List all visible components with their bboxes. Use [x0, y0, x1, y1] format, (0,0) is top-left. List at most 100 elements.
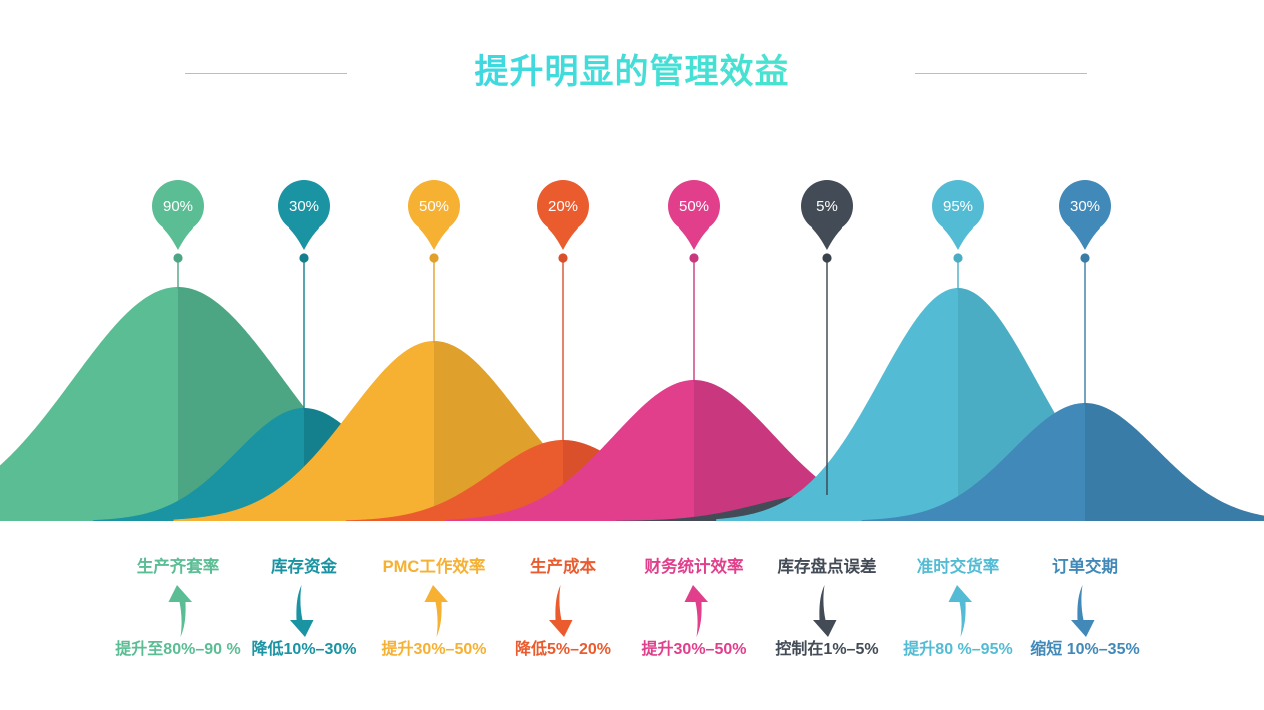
pin-dot: [1080, 253, 1090, 263]
curve-right-5: [827, 493, 1038, 521]
pin-dot: [689, 253, 699, 263]
legend-title: 订单交期: [1052, 558, 1118, 576]
pin-balloon: [801, 180, 853, 250]
curve-left-5: [616, 493, 827, 521]
pin-dot: [299, 253, 309, 263]
legend-arrow-wrap: [747, 582, 907, 640]
arrow-shape: [290, 585, 314, 637]
pin-balloon: [668, 180, 720, 250]
arrow-up-curved-icon: [684, 585, 708, 637]
page-title: 提升明显的管理效益: [0, 44, 1264, 93]
legend-detail: 提升30%–50%: [381, 641, 487, 658]
arrow-up-curved-icon: [948, 585, 972, 637]
curve-right-6: [958, 288, 1200, 521]
pin-value-label: 95%: [943, 198, 973, 215]
arrow-shape: [813, 585, 837, 637]
legend-arrow-wrap: [483, 582, 643, 640]
arrow-shape: [549, 585, 573, 637]
legend-item-5[interactable]: 库存盘点误差 控制在1%–5%: [747, 556, 907, 660]
legend-item-4[interactable]: 财务统计效率 提升30%–50%: [614, 556, 774, 660]
legend-arrow-wrap: [354, 582, 514, 640]
legend-arrow-wrap: [1005, 582, 1165, 640]
legend-item-1[interactable]: 库存资金降低10%–30%: [224, 556, 384, 660]
pin-balloon: [1059, 180, 1111, 250]
legend-title: 生产齐套率: [136, 558, 220, 576]
legend-title: 库存盘点误差: [777, 558, 877, 576]
title-rule-right: [915, 73, 1087, 74]
pin-4[interactable]: 50%: [668, 180, 720, 382]
pin-dot: [953, 253, 963, 263]
pin-balloon: [152, 180, 204, 250]
arrow-up-curved-icon: [168, 585, 192, 637]
legend-detail: 提升30%–50%: [641, 641, 747, 658]
curve-right-1: [304, 408, 515, 521]
arrow-shape: [168, 585, 192, 637]
pin-value-label: 50%: [679, 198, 709, 215]
legend-title: PMC工作效率: [382, 558, 486, 576]
legend-detail: 降低5%–20%: [514, 641, 612, 658]
pins-layer: 90% 30% 50% 20% 50% 5% 95% 30%: [152, 179, 1111, 495]
legend-item-6[interactable]: 准时交货率提升80 %–95%: [878, 556, 1038, 660]
legend-detail: 控制在1%–5%: [775, 641, 879, 658]
curve-right-2: [434, 341, 695, 521]
legend-title: 生产成本: [530, 558, 596, 576]
legend-detail: 降低10%–30%: [251, 641, 357, 658]
legend-title: 财务统计效率: [644, 558, 744, 576]
curve-left-3: [346, 440, 563, 521]
arrow-down-curved-icon: [549, 585, 573, 637]
pin-5[interactable]: 5%: [801, 180, 853, 495]
curve-right-4: [694, 380, 942, 521]
curve-left-7: [861, 403, 1085, 521]
curve-left-1: [93, 408, 304, 521]
pin-value-label: 30%: [289, 198, 319, 215]
legend-arrow-wrap: [614, 582, 774, 640]
pin-1[interactable]: 30%: [278, 179, 331, 410]
legend-arrow-wrap: [878, 582, 1038, 640]
curve-left-6: [716, 288, 958, 521]
curve-right-7: [1085, 403, 1264, 521]
curves-layer: [0, 287, 1264, 521]
pin-dot: [173, 253, 183, 263]
curve-right-3: [563, 440, 780, 521]
pin-balloon: [278, 179, 331, 250]
legend-row: 生产齐套率 提升至80%–90 % 库存资金 降低10%–30% PMC工作效率 提升30…: [0, 556, 1264, 686]
pin-balloon: [537, 180, 589, 250]
legend-item-7[interactable]: 订单交期缩短 10%–35%: [1005, 556, 1165, 660]
pin-dot: [429, 253, 439, 263]
arrow-down-curved-icon: [290, 585, 314, 637]
pin-value-label: 50%: [419, 198, 449, 215]
pin-balloon: [931, 180, 984, 250]
legend-detail: 提升至80%–90 %: [115, 641, 241, 658]
page-header: 提升明显的管理效益: [0, 0, 1264, 130]
legend-title: 准时交货率: [916, 558, 1000, 576]
pin-6[interactable]: 95%: [931, 180, 984, 290]
pin-3[interactable]: 20%: [537, 180, 589, 442]
legend-detail: 提升80 %–95%: [903, 641, 1013, 658]
pin-0[interactable]: 90%: [152, 180, 204, 289]
title-rule-left: [185, 73, 347, 74]
curve-left-0: [0, 287, 178, 521]
curve-left-4: [446, 380, 694, 521]
pin-dot: [558, 253, 568, 263]
legend-item-3[interactable]: 生产成本降低5%–20%: [483, 556, 643, 660]
curve-right-0: [178, 287, 504, 521]
arrow-down-curved-icon: [813, 585, 837, 637]
pin-value-label: 30%: [1070, 198, 1100, 215]
arrow-down-curved-icon: [1071, 585, 1095, 637]
arrow-shape: [948, 585, 972, 637]
arrow-shape: [1071, 585, 1095, 637]
pin-value-label: 5%: [816, 198, 838, 215]
pin-balloon: [408, 179, 460, 250]
pin-dot: [822, 253, 832, 263]
pin-value-label: 90%: [163, 198, 193, 215]
legend-arrow-wrap: [224, 582, 384, 640]
arrow-shape: [424, 585, 448, 637]
legend-detail: 缩短 10%–35%: [1030, 641, 1140, 658]
legend-item-2[interactable]: PMC工作效率 提升30%–50%: [354, 556, 514, 660]
pin-7[interactable]: 30%: [1059, 180, 1111, 405]
arrow-shape: [684, 585, 708, 637]
pin-2[interactable]: 50%: [408, 179, 460, 343]
legend-item-0[interactable]: 生产齐套率提升至80%–90 %: [98, 556, 258, 660]
legend-title: 库存资金: [271, 558, 337, 576]
pin-value-label: 20%: [548, 198, 578, 215]
